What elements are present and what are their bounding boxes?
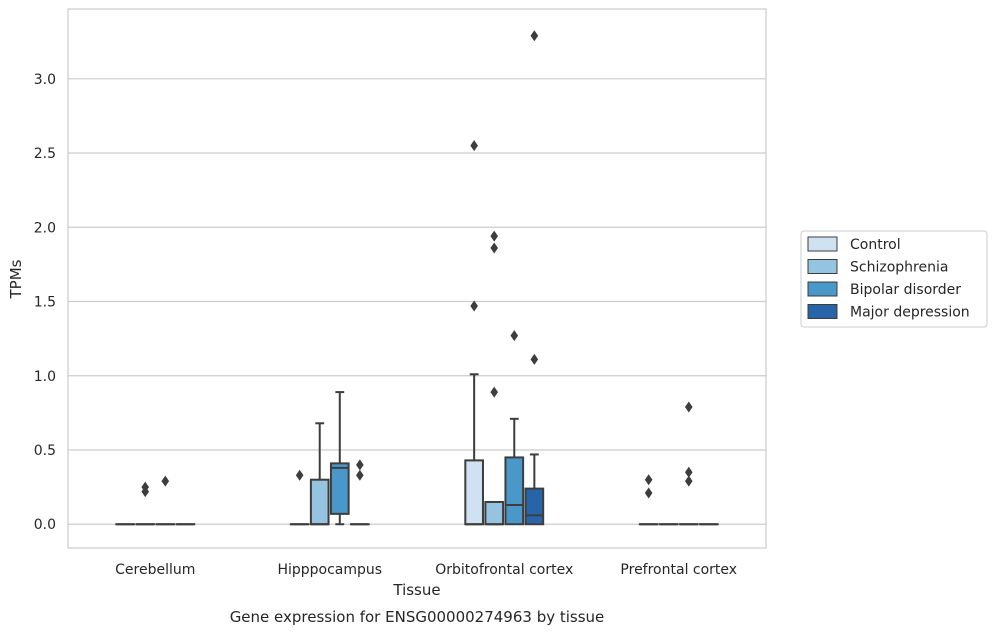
series-bipolar-disorder [155,330,699,526]
legend-entry: Schizophrenia [850,260,948,276]
x-axis-label: Tissue [392,581,440,599]
box-group [329,391,350,526]
outlier-point [684,475,693,487]
chart-caption: Gene expression for ENSG00000274963 by t… [230,608,605,626]
outlier-point [356,469,364,481]
outlier-point [141,481,150,493]
box-group [289,469,310,526]
box-group [464,140,484,526]
legend-entry: Major depression [850,305,970,321]
x-tick-label: Cerebellum [115,562,195,578]
outlier-point [490,242,499,254]
x-tick-label: Hipppocampus [277,562,382,578]
box-series [115,30,719,526]
y-tick-label: 3.0 [34,72,56,88]
box-group [638,474,659,526]
outlier-point [530,353,539,365]
box [524,487,545,526]
x-tick-label: Orbitofrontal cortex [435,562,573,578]
grid-lines [68,78,766,525]
box-group [309,422,330,526]
y-axis-label: TPMs [7,259,25,299]
outlier-point [684,401,693,413]
outlier-point [510,330,519,342]
legend-swatch [807,281,838,297]
legend-entry: Bipolar disorder [850,282,961,298]
outlier-point [356,459,364,471]
legend-swatch [807,259,838,274]
outlier-point [470,140,478,152]
box-group [155,475,176,526]
outlier-point [644,487,653,499]
box [309,478,330,526]
y-tick-label: 0.5 [34,443,56,459]
box-group [504,330,525,526]
series-major-depression [175,30,719,526]
series-schizophrenia [135,230,679,526]
legend-swatch [807,236,838,252]
legend-entry: Control [850,237,901,253]
legend-swatch [807,304,838,319]
y-tick-label: 1.0 [34,369,56,385]
box [329,462,350,515]
y-axis: 0.0 0.5 1.0 1.5 2.0 2.5 3.0 [34,72,56,533]
box-group [350,459,370,526]
series-control [115,140,659,526]
outlier-point [295,469,304,481]
box-group [484,230,505,526]
box [484,500,505,526]
box-group [678,401,699,526]
outlier-point [530,30,539,42]
outlier-point [490,230,499,242]
box-group [524,30,545,526]
y-tick-label: 1.5 [34,295,56,311]
outlier-point [161,475,170,487]
legend: Control Schizophrenia Bipolar disorder Majo… [800,230,988,328]
plot-area [67,8,767,549]
box-group [135,481,156,526]
y-tick-label: 2.0 [34,220,56,236]
legend-frame [800,230,988,328]
x-axis: Cerebellum Hipppocampus Orbitofrontal cort… [115,562,737,578]
outlier-point [490,386,499,398]
y-tick-label: 0.0 [34,517,56,533]
outlier-point [644,474,653,486]
box [504,456,525,526]
y-tick-label: 2.5 [34,146,56,162]
x-tick-label: Prefrontal cortex [620,562,737,578]
outlier-point [470,300,478,312]
box [464,459,484,526]
outlier-point [684,466,693,478]
